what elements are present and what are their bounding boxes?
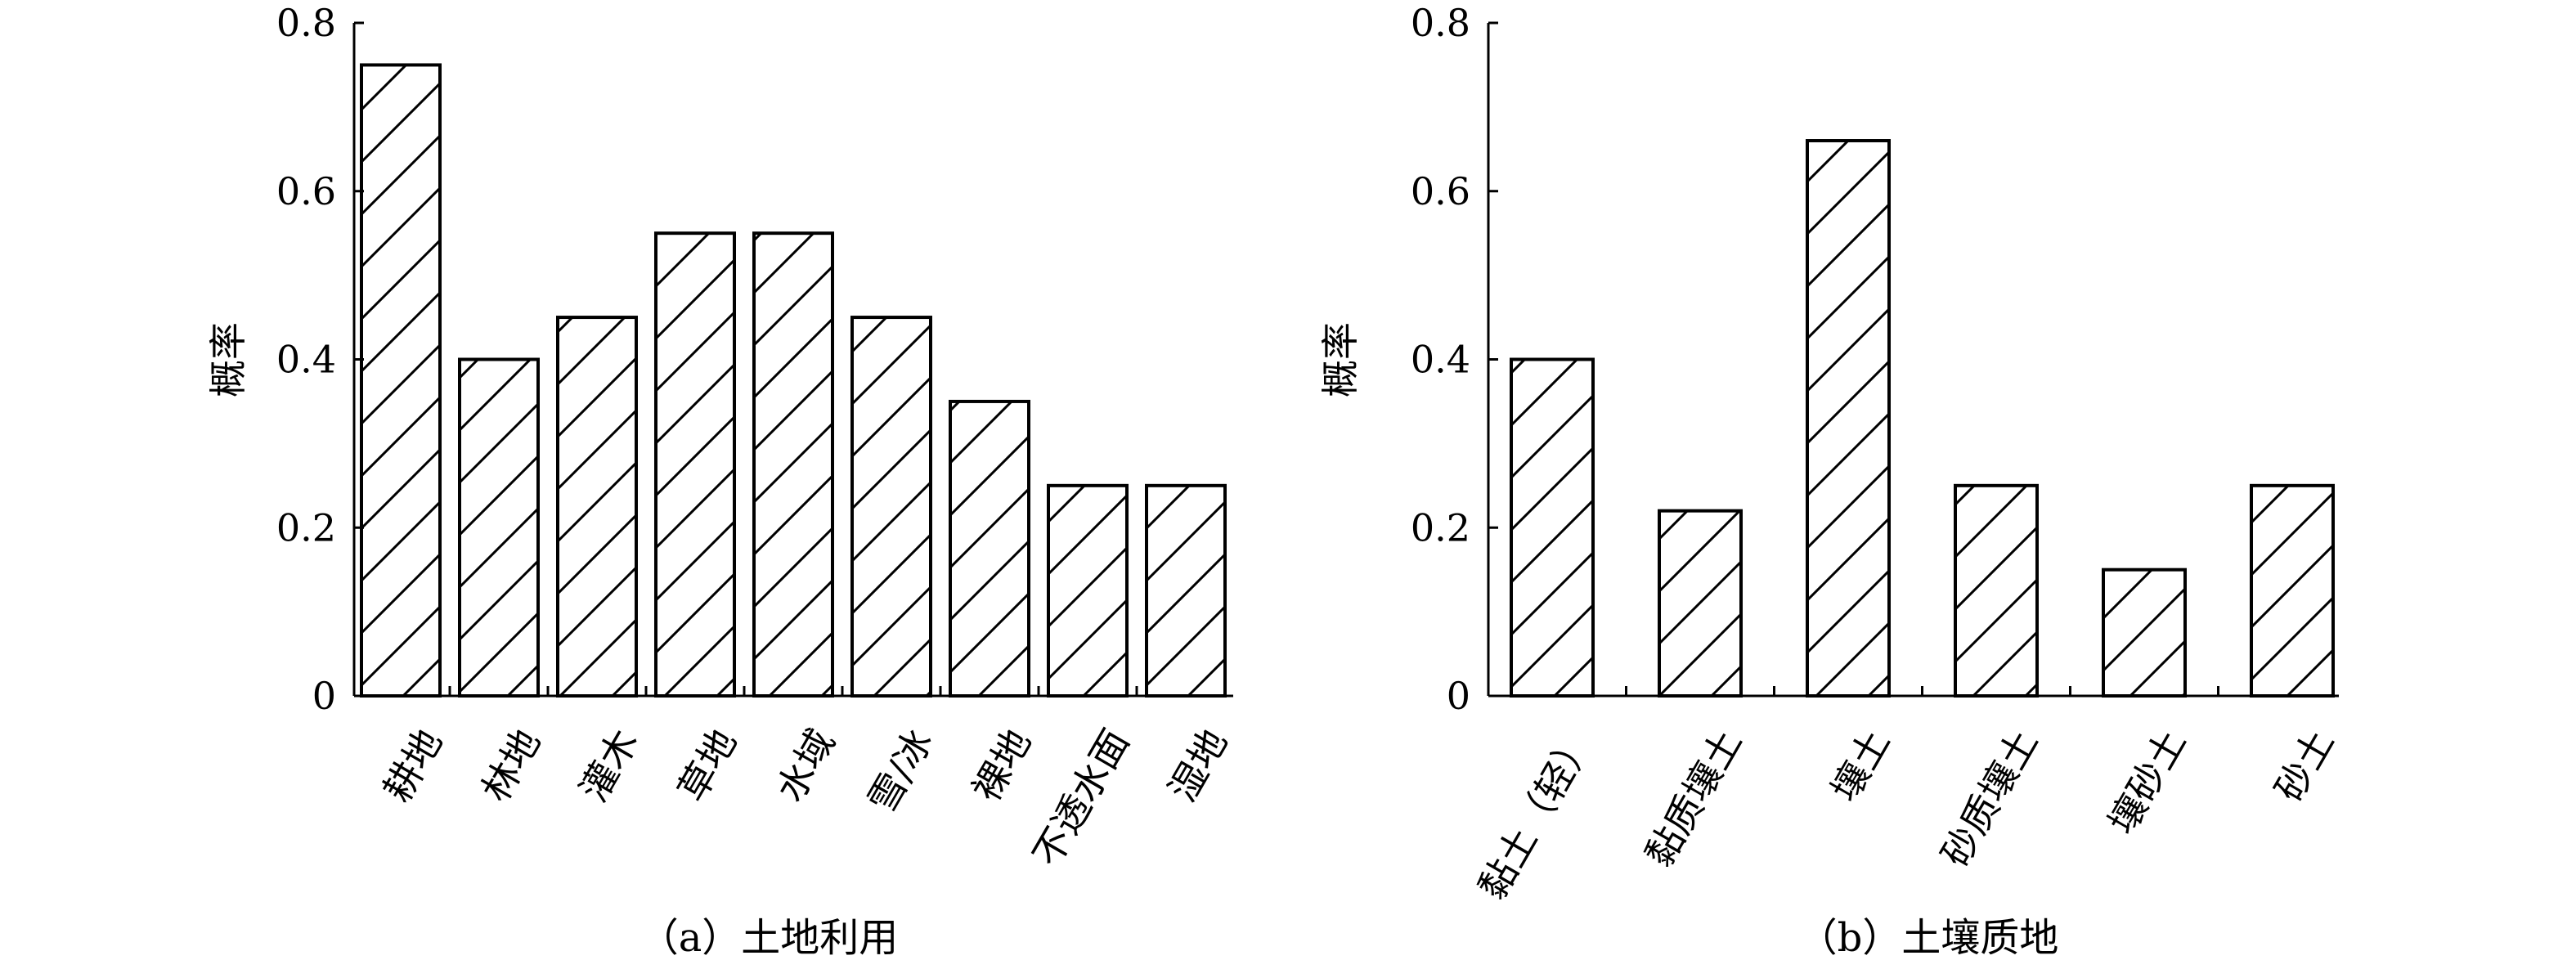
y-tick-label: 0.2 — [1411, 505, 1470, 550]
x-category-label: 草地 — [670, 722, 746, 810]
y-tick-label: 0.4 — [276, 338, 336, 382]
x-category-label: 灌木 — [572, 722, 648, 810]
bar — [1145, 483, 1227, 698]
x-category-label: 壤砂土 — [2100, 722, 2195, 842]
y-tick-label: 0.2 — [276, 505, 336, 550]
x-category-label: 砂质壤土 — [1933, 722, 2047, 874]
bar — [752, 231, 834, 698]
bar — [1954, 483, 2039, 698]
y-tick-label: 0.6 — [276, 169, 336, 213]
bar — [1658, 509, 1743, 698]
x-category-label: 黏土（轻） — [1470, 722, 1603, 907]
bar — [2250, 483, 2335, 698]
x-category-label: 耕地 — [375, 722, 451, 810]
y-tick-label: 0.6 — [1411, 169, 1470, 213]
x-category-label: 裸地 — [964, 722, 1040, 810]
x-category-label: 不透水面 — [1025, 722, 1138, 874]
x-category-label: 砂土 — [2267, 722, 2343, 810]
y-axis-label: 概率 — [1318, 322, 1362, 397]
bar — [654, 231, 736, 698]
x-category-label: 林地 — [473, 722, 550, 810]
bar — [2102, 568, 2187, 698]
x-category-label: 黏质壤土 — [1637, 722, 1751, 874]
x-category-label: 湿地 — [1160, 722, 1236, 810]
bar — [850, 316, 932, 698]
x-category-label: 雪/冰 — [859, 722, 942, 820]
y-tick-label: 0.8 — [1411, 1, 1470, 45]
bar — [556, 316, 638, 698]
y-tick-label: 0.4 — [1411, 338, 1470, 382]
bar — [458, 357, 540, 698]
panel-caption: （a）土地利用 — [640, 915, 899, 961]
x-category-label: 壤土 — [1823, 722, 1899, 810]
bar — [360, 63, 442, 698]
bar — [1047, 483, 1129, 698]
x-category-label: 水域 — [768, 722, 844, 810]
y-tick-label: 0 — [312, 674, 336, 718]
bar — [949, 399, 1030, 698]
bar — [1510, 357, 1595, 698]
y-tick-label: 0.8 — [276, 1, 336, 45]
y-axis-label: 概率 — [206, 322, 250, 397]
panel-caption: （b）土壤质地 — [1798, 915, 2059, 961]
y-tick-label: 0 — [1447, 674, 1470, 718]
bar — [1806, 139, 1891, 698]
panel-b: 0 0.2 0.4 0.6 0.8 黏土（轻） 黏质壤土 壤土 砂质壤土 壤砂土 砂土 概率 （b）土壤… — [1318, 1, 2342, 961]
